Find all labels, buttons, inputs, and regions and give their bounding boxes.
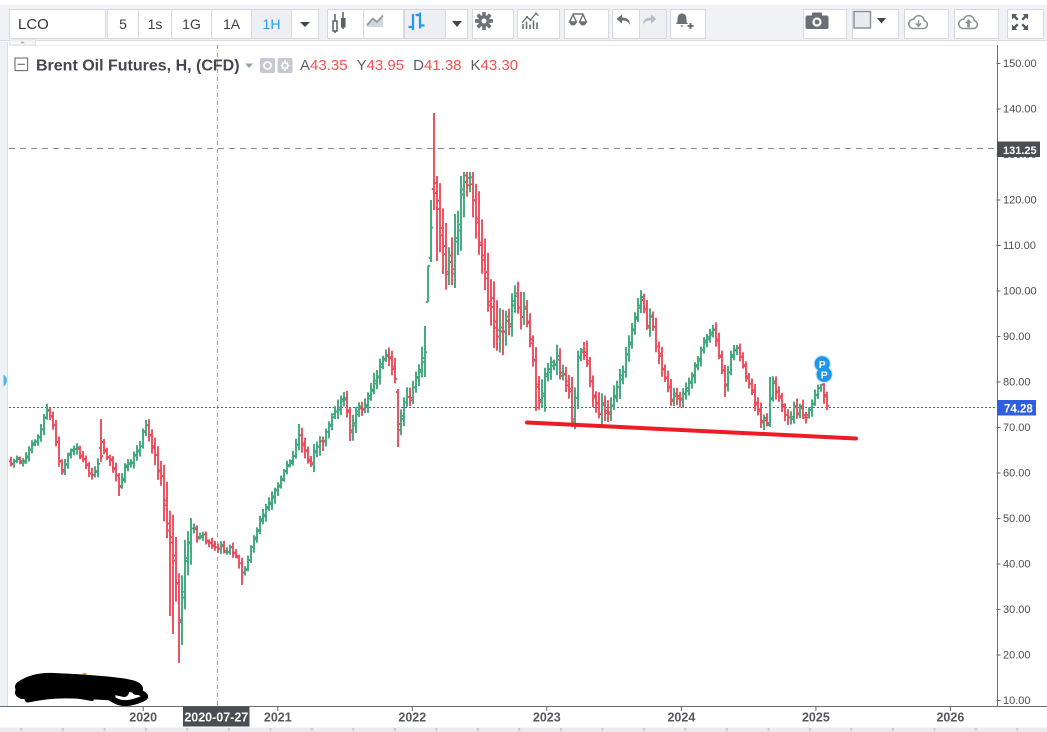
svg-text:2022: 2022 [398, 711, 426, 725]
svg-text:131.25: 131.25 [1003, 145, 1037, 157]
svg-text:120.00: 120.00 [1003, 195, 1037, 207]
svg-text:60.00: 60.00 [1003, 468, 1031, 480]
svg-text:2023: 2023 [533, 711, 561, 725]
svg-text:2021: 2021 [264, 711, 292, 725]
svg-text:2024: 2024 [667, 711, 695, 725]
svg-text:2020-07-27: 2020-07-27 [184, 711, 248, 725]
svg-text:50.00: 50.00 [1003, 513, 1031, 525]
svg-text:Brent Oil Futures, H, (CFD): Brent Oil Futures, H, (CFD) [36, 58, 240, 75]
svg-text:2020: 2020 [129, 711, 157, 725]
svg-text:20.00: 20.00 [1003, 650, 1031, 662]
svg-text:150.00: 150.00 [1003, 58, 1037, 70]
svg-text:2026: 2026 [936, 711, 964, 725]
svg-text:2025: 2025 [802, 711, 830, 725]
svg-text:110.00: 110.00 [1003, 240, 1036, 252]
svg-text:140.00: 140.00 [1003, 104, 1037, 116]
svg-text:30.00: 30.00 [1003, 604, 1031, 616]
svg-text:P: P [819, 359, 826, 371]
svg-text:70.00: 70.00 [1003, 422, 1031, 434]
svg-text:100.00: 100.00 [1003, 286, 1037, 298]
svg-text:10.00: 10.00 [1003, 695, 1031, 707]
svg-text:74.28: 74.28 [1004, 404, 1033, 416]
svg-text:40.00: 40.00 [1003, 559, 1031, 571]
svg-text:80.00: 80.00 [1003, 377, 1031, 389]
svg-text:90.00: 90.00 [1003, 331, 1031, 343]
svg-text:P: P [821, 369, 828, 381]
